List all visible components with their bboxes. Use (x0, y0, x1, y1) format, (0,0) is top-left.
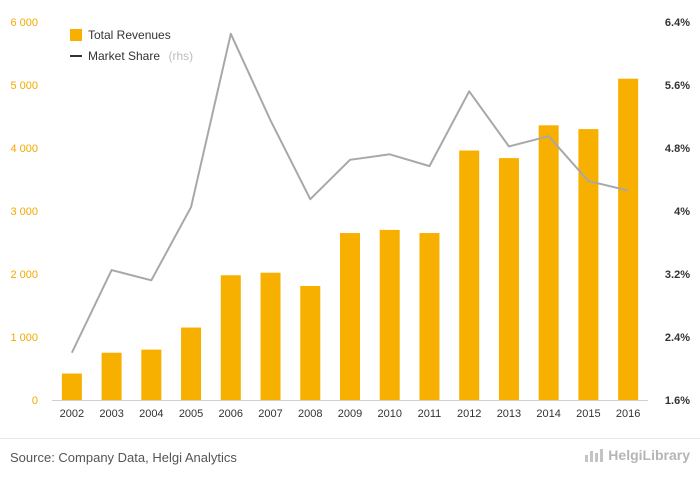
y-axis-left: 0 1 000 2 000 3 000 4 000 5 000 6 000 (10, 17, 38, 407)
source-text: Source: Company Data, Helgi Analytics (10, 450, 237, 465)
y-right-tick-label: 4.8% (665, 143, 690, 155)
y-axis-right: 1.6% 2.4% 3.2% 4% 4.8% 5.6% 6.4% (665, 17, 690, 407)
chart-bars-icon (585, 449, 604, 462)
y-right-tick-label: 5.6% (665, 80, 690, 92)
y-left-tick-label: 0 (32, 395, 38, 407)
x-tick-label: 2009 (338, 408, 362, 420)
y-right-tick-label: 6.4% (665, 17, 690, 29)
bar-2010 (379, 229, 400, 400)
market-share-line (70, 32, 629, 354)
bar-2011 (419, 233, 440, 400)
x-tick-label: 2014 (536, 408, 560, 420)
x-tick-label: 2008 (298, 408, 322, 420)
legend-swatch-revenues (70, 29, 82, 41)
line-series (70, 32, 629, 354)
x-tick-label: 2016 (616, 408, 640, 420)
legend: Total Revenues Market Share (rhs) (70, 28, 193, 64)
bar-2009 (340, 233, 360, 400)
bar-2004 (141, 349, 162, 400)
footer-divider (0, 438, 700, 439)
x-tick-label: 2012 (457, 408, 481, 420)
legend-label-market-share: Market Share (rhs) (88, 47, 193, 64)
y-right-tick-label: 3.2% (665, 269, 690, 281)
bar-2007 (260, 272, 281, 400)
bar-series (61, 78, 639, 400)
y-right-tick-label: 1.6% (665, 395, 690, 407)
bar-2016 (618, 78, 639, 400)
x-tick-label: 2006 (219, 408, 243, 420)
y-left-tick-label: 5 000 (10, 80, 38, 92)
x-tick-label: 2002 (60, 408, 84, 420)
y-right-tick-label: 4% (674, 206, 690, 218)
bar-2012 (459, 150, 480, 400)
legend-market-share-suffix: (rhs) (168, 49, 193, 63)
legend-market-share-text: Market Share (88, 49, 160, 63)
logo-text: HelgiLibrary (608, 447, 690, 463)
x-tick-label: 2010 (377, 408, 401, 420)
x-tick-label: 2003 (99, 408, 123, 420)
bar-2003 (101, 352, 122, 400)
bar-2008 (300, 285, 321, 400)
x-tick-label: 2015 (576, 408, 600, 420)
x-axis: 2002 2003 2004 2005 2006 2007 2008 2009 2010 2011… (52, 400, 648, 420)
y-left-tick-label: 4 000 (10, 143, 38, 155)
y-left-tick-label: 3 000 (10, 206, 38, 218)
chart: 0 1 000 2 000 3 000 4 000 5 000 6 000 1.6% 2.4%… (10, 17, 690, 420)
legend-label-revenues: Total Revenues (88, 28, 171, 42)
x-tick-label: 2004 (139, 408, 163, 420)
bar-2005 (181, 327, 202, 400)
x-tick-label: 2013 (497, 408, 521, 420)
bar-2014 (538, 125, 559, 400)
helgi-library-logo: HelgiLibrary (584, 447, 690, 463)
y-left-tick-label: 6 000 (10, 17, 38, 29)
y-right-tick-label: 2.4% (665, 332, 690, 344)
footer: Source: Company Data, Helgi Analytics He… (0, 438, 700, 483)
bar-2002 (61, 373, 82, 400)
y-left-tick-label: 1 000 (10, 332, 38, 344)
x-tick-label: 2007 (258, 408, 282, 420)
x-tick-label: 2011 (418, 408, 442, 420)
bar-2015 (578, 129, 599, 400)
x-tick-label: 2005 (179, 408, 203, 420)
bar-2006 (220, 275, 241, 400)
y-left-tick-label: 2 000 (10, 269, 38, 281)
bar-2013 (498, 158, 519, 400)
